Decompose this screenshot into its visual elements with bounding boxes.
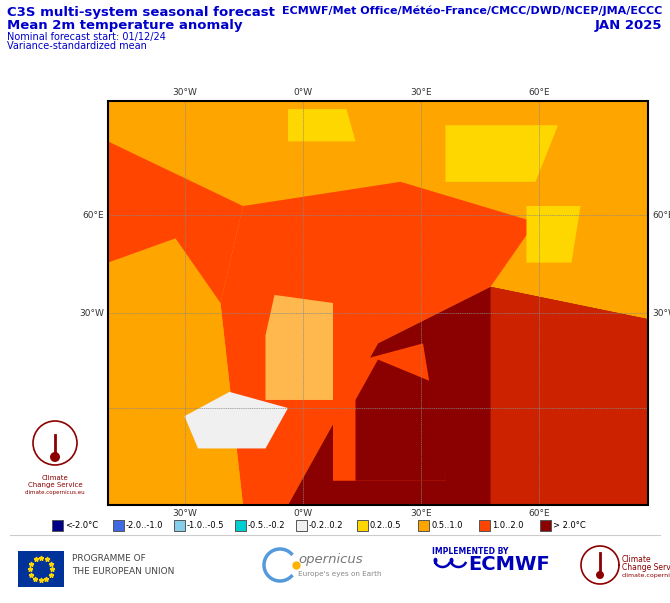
Bar xyxy=(235,520,246,531)
Text: Variance-standardized mean: Variance-standardized mean xyxy=(7,41,147,51)
Text: 1.0..2.0: 1.0..2.0 xyxy=(492,521,523,530)
Text: 60°E: 60°E xyxy=(82,210,104,219)
Text: Climate: Climate xyxy=(622,555,652,563)
Text: 0°W: 0°W xyxy=(293,509,313,518)
Text: -0.2..0.2: -0.2..0.2 xyxy=(309,521,344,530)
Polygon shape xyxy=(356,359,446,481)
Text: -0.5..-0.2: -0.5..-0.2 xyxy=(248,521,285,530)
Polygon shape xyxy=(108,238,243,505)
Circle shape xyxy=(50,452,60,462)
Text: Nominal forecast start: 01/12/24: Nominal forecast start: 01/12/24 xyxy=(7,32,166,42)
Polygon shape xyxy=(184,392,288,449)
Polygon shape xyxy=(527,206,580,262)
Bar xyxy=(52,520,63,531)
Polygon shape xyxy=(490,287,648,505)
Bar xyxy=(418,520,429,531)
Text: IMPLEMENTED BY: IMPLEMENTED BY xyxy=(432,546,509,555)
Text: Change Service: Change Service xyxy=(622,563,670,572)
Bar xyxy=(296,520,307,531)
Bar xyxy=(108,101,648,505)
Text: ECMWF/Met Office/Météo-France/CMCC/DWD/NCEP/JMA/ECCC: ECMWF/Met Office/Météo-France/CMCC/DWD/N… xyxy=(281,6,662,16)
Polygon shape xyxy=(108,101,648,141)
Text: 60°E: 60°E xyxy=(652,210,670,219)
Text: 60°E: 60°E xyxy=(528,509,550,518)
Text: -1.0..-0.5: -1.0..-0.5 xyxy=(187,521,224,530)
Text: 30°E: 30°E xyxy=(410,88,431,97)
Text: <-2.0°C: <-2.0°C xyxy=(65,521,98,530)
Text: 30°W: 30°W xyxy=(652,309,670,318)
Text: PROGRAMME OF
THE EUROPEAN UNION: PROGRAMME OF THE EUROPEAN UNION xyxy=(72,554,174,576)
Polygon shape xyxy=(333,343,446,481)
Bar xyxy=(18,551,64,587)
Bar xyxy=(113,520,124,531)
Text: 0°W: 0°W xyxy=(293,88,313,97)
Text: -2.0..-1.0: -2.0..-1.0 xyxy=(126,521,163,530)
Text: Mean 2m temperature anomaly: Mean 2m temperature anomaly xyxy=(7,19,243,32)
Text: C3S multi-system seasonal forecast: C3S multi-system seasonal forecast xyxy=(7,6,275,19)
Text: climate.copernicus.eu: climate.copernicus.eu xyxy=(622,572,670,578)
Text: climate.copernicus.eu: climate.copernicus.eu xyxy=(25,490,85,495)
Text: 0.2..0.5: 0.2..0.5 xyxy=(370,521,401,530)
Text: > 2.0°C: > 2.0°C xyxy=(553,521,586,530)
Bar xyxy=(357,520,368,531)
Text: 30°W: 30°W xyxy=(173,88,198,97)
Polygon shape xyxy=(446,125,558,182)
Polygon shape xyxy=(265,295,333,400)
Text: 30°W: 30°W xyxy=(173,509,198,518)
Bar xyxy=(479,520,490,531)
Polygon shape xyxy=(220,182,535,505)
Bar xyxy=(174,520,185,531)
Polygon shape xyxy=(288,287,648,505)
Text: Europe's eyes on Earth: Europe's eyes on Earth xyxy=(298,571,381,577)
Text: 0.5..1.0: 0.5..1.0 xyxy=(431,521,462,530)
Text: 30°W: 30°W xyxy=(79,309,104,318)
Text: ECMWF: ECMWF xyxy=(468,555,550,575)
Text: JAN 2025: JAN 2025 xyxy=(594,19,662,32)
Circle shape xyxy=(596,571,604,579)
Text: 60°E: 60°E xyxy=(528,88,550,97)
Bar xyxy=(108,101,648,505)
Text: opernicus: opernicus xyxy=(298,554,362,566)
Text: Climate: Climate xyxy=(42,475,68,481)
Polygon shape xyxy=(288,109,356,141)
Bar xyxy=(540,520,551,531)
Text: Change Service: Change Service xyxy=(27,482,82,488)
Polygon shape xyxy=(108,141,243,303)
Text: 30°E: 30°E xyxy=(410,509,431,518)
